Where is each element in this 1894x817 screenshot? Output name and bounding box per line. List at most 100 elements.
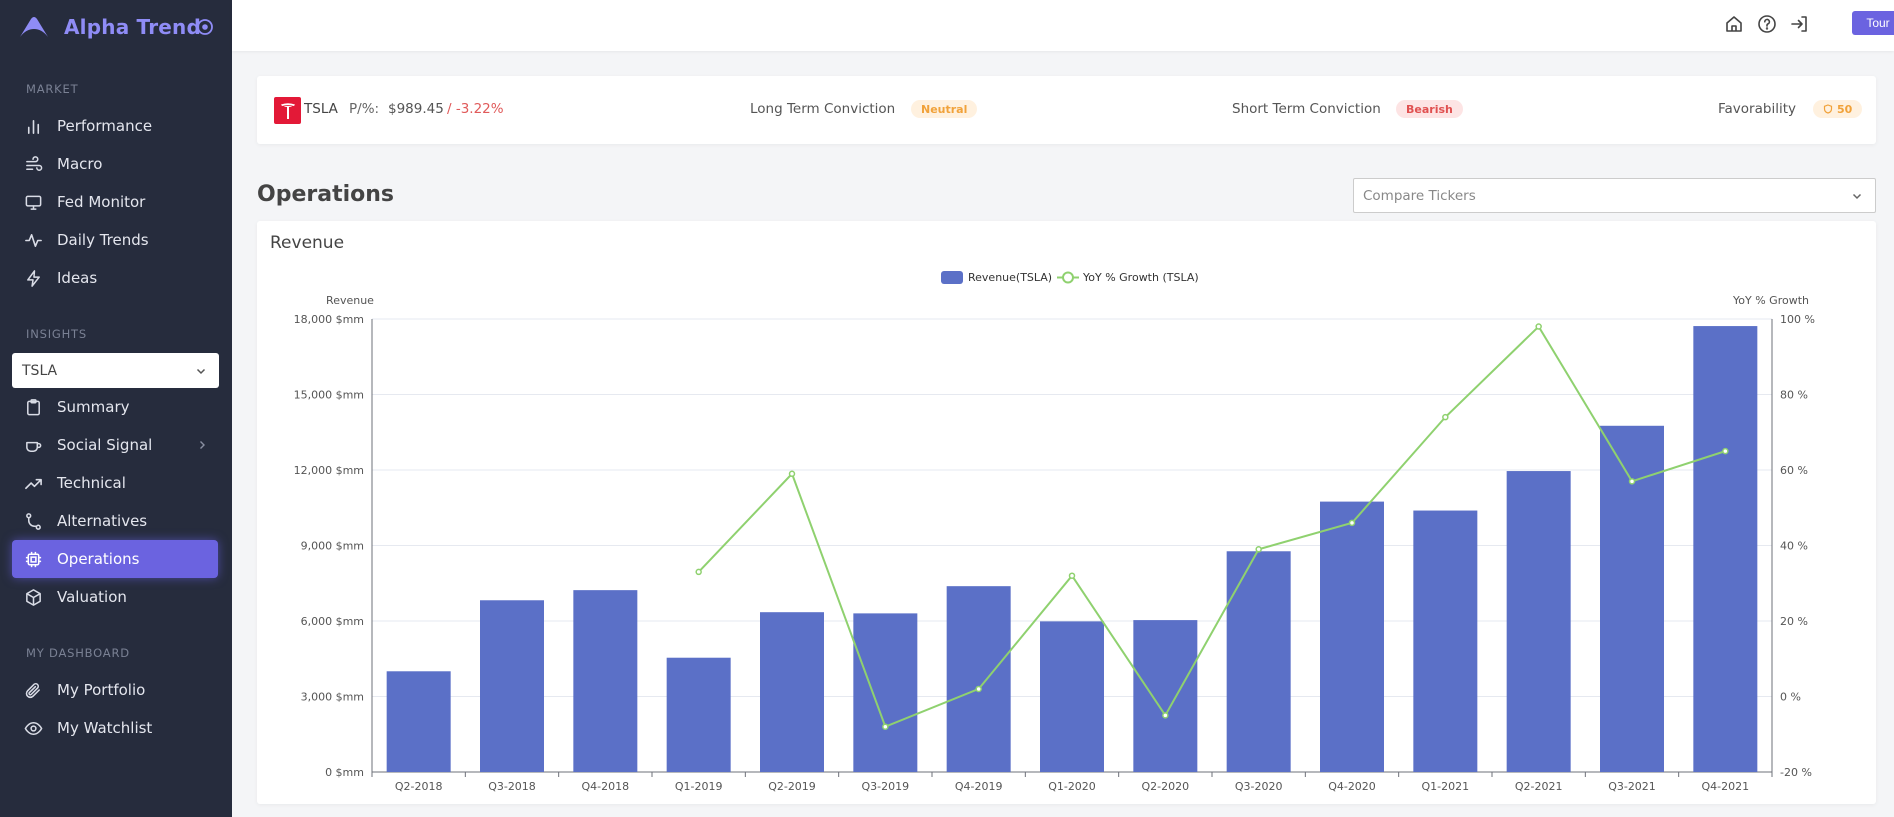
- sidebar-item-label: Performance: [57, 117, 153, 135]
- sidebar-item-label: My Watchlist: [57, 719, 153, 737]
- eye-icon: [24, 721, 43, 735]
- sidebar-item-valuation[interactable]: Valuation: [12, 578, 218, 616]
- y-tick-right: 40 %: [1780, 540, 1808, 553]
- revenue-bar: [1133, 620, 1198, 772]
- sidebar-item-fed-monitor[interactable]: Fed Monitor: [12, 183, 218, 221]
- yoy-growth-point: [1255, 546, 1262, 553]
- shield-icon: [1823, 104, 1833, 114]
- sidebar-item-social-signal[interactable]: Social Signal: [12, 426, 218, 464]
- sidebar-item-performance[interactable]: Performance: [12, 107, 218, 145]
- sidebar-item-alternatives[interactable]: Alternatives: [12, 502, 218, 540]
- yoy-growth-point: [1722, 447, 1729, 455]
- revenue-bar: [760, 612, 824, 772]
- login-icon[interactable]: [1790, 14, 1810, 34]
- x-tick-label: Q4-2018: [582, 780, 630, 793]
- x-tick-label: Q3-2020: [1235, 780, 1283, 793]
- brand-name: Alpha Trend: [64, 15, 201, 39]
- yoy-growth-line: [697, 324, 1726, 729]
- revenue-bar: [666, 657, 731, 772]
- y-tick-right: -20 %: [1780, 766, 1812, 779]
- sidebar-item-operations[interactable]: Operations: [12, 540, 218, 578]
- section-label-dashboard: MY DASHBOARD: [26, 646, 130, 660]
- coffee-icon: [26, 441, 42, 452]
- section-label-insights: INSIGHTS: [26, 327, 87, 341]
- y-tick-left: 12,000 $mm: [294, 464, 364, 477]
- paperclip-icon: [25, 682, 40, 698]
- long-term-conviction-label: Long Term Conviction: [750, 101, 896, 117]
- ticker-select[interactable]: TSLA: [12, 353, 219, 388]
- ticker-change: / -3.22%: [447, 101, 504, 117]
- x-tick-label: Q3-2018: [488, 780, 536, 793]
- y-tick-right: 80 %: [1780, 389, 1808, 402]
- sidebar-item-label: Valuation: [57, 588, 127, 606]
- revenue-chart: 0 $mm -20 % 3,000 $mm 0 % 6,000 $mm 20 % 9,000…: [294, 271, 1815, 793]
- home-icon[interactable]: [1724, 14, 1744, 34]
- compare-tickers-select[interactable]: Compare Tickers: [1353, 178, 1876, 213]
- x-tick-label: Q1-2021: [1422, 780, 1470, 793]
- cpu-icon: [25, 551, 42, 567]
- y-tick-right: 20 %: [1780, 615, 1808, 628]
- bar-chart-icon: [27, 119, 40, 134]
- alpha-trend-logo-icon: [20, 17, 48, 37]
- revenue-bar: [1226, 551, 1291, 772]
- favorability-label: Favorability: [1718, 101, 1796, 117]
- sidebar-item-label: Operations: [57, 550, 140, 568]
- trending-up-icon: [25, 478, 42, 489]
- brand[interactable]: Alpha Trend: [0, 0, 232, 54]
- sidebar-item-technical[interactable]: Technical: [12, 464, 218, 502]
- revenue-bar: [1600, 425, 1664, 772]
- x-tick-label: Q2-2020: [1142, 780, 1190, 793]
- y-axis-title-right: YoY % Growth: [1732, 294, 1809, 307]
- revenue-bar: [573, 590, 638, 772]
- legend-swatch-revenue: [941, 271, 963, 284]
- tesla-logo-icon: [274, 97, 301, 124]
- sidebar-item-label: Technical: [57, 474, 126, 492]
- sidebar-item-my-watchlist[interactable]: My Watchlist: [12, 709, 218, 747]
- yoy-growth-point: [1348, 519, 1356, 527]
- revenue-bar: [946, 586, 1011, 772]
- sidebar-item-label: Summary: [57, 398, 130, 416]
- ticker-price: $989.45: [388, 101, 444, 117]
- sidebar-item-label: Macro: [57, 155, 103, 173]
- sidebar-item-my-portfolio[interactable]: My Portfolio: [12, 671, 218, 709]
- yoy-growth-point: [1442, 413, 1449, 421]
- sidebar-item-label: Alternatives: [57, 512, 148, 530]
- sidebar-item-daily-trends[interactable]: Daily Trends: [12, 221, 218, 259]
- sidebar-item-macro[interactable]: Macro: [12, 145, 218, 183]
- tour-button[interactable]: Tour: [1852, 11, 1894, 35]
- target-icon[interactable]: [196, 18, 214, 36]
- git-branch-icon: [26, 512, 41, 530]
- sidebar-item-label: Social Signal: [57, 436, 153, 454]
- short-term-conviction-label: Short Term Conviction: [1232, 101, 1381, 117]
- revenue-bar: [1693, 326, 1758, 772]
- x-tick-label: Q3-2019: [862, 780, 910, 793]
- ticker-symbol: TSLA: [304, 101, 338, 117]
- sidebar-item-summary[interactable]: Summary: [12, 388, 218, 426]
- y-tick-right: 60 %: [1780, 464, 1808, 477]
- x-tick-label: Q3-2021: [1608, 780, 1656, 793]
- x-tick-label: Q4-2020: [1328, 780, 1376, 793]
- sidebar-item-ideas[interactable]: Ideas: [12, 259, 218, 297]
- y-axis-title-left: Revenue: [326, 294, 374, 307]
- yoy-growth-point: [1068, 572, 1076, 579]
- yoy-growth-point: [882, 723, 889, 730]
- revenue-bar: [1040, 621, 1104, 772]
- wind-icon: [26, 155, 43, 171]
- x-tick-label: Q1-2019: [675, 780, 723, 793]
- revenue-chart-card: Revenue 0 $mm -20 % 3,000 $mm 0 % 6,000 $mm 2…: [257, 221, 1876, 804]
- yoy-growth-point: [695, 568, 702, 576]
- long-term-conviction-badge: Neutral: [911, 100, 978, 118]
- lightning-icon: [27, 269, 40, 287]
- x-tick-label: Q1-2020: [1048, 780, 1096, 793]
- chevron-down-icon: [1852, 193, 1862, 199]
- legend-label-revenue: Revenue(TSLA): [968, 271, 1052, 284]
- help-icon[interactable]: [1757, 14, 1777, 34]
- chevron-right-icon: [200, 441, 205, 449]
- yoy-growth-point: [1535, 323, 1542, 330]
- x-tick-label: Q4-2019: [955, 780, 1003, 793]
- sidebar-item-label: Fed Monitor: [57, 193, 146, 211]
- yoy-growth-point: [1628, 478, 1636, 485]
- legend-label-yoy: YoY % Growth (TSLA): [1082, 271, 1199, 284]
- box-icon: [26, 588, 41, 606]
- y-tick-left: 6,000 $mm: [301, 615, 364, 628]
